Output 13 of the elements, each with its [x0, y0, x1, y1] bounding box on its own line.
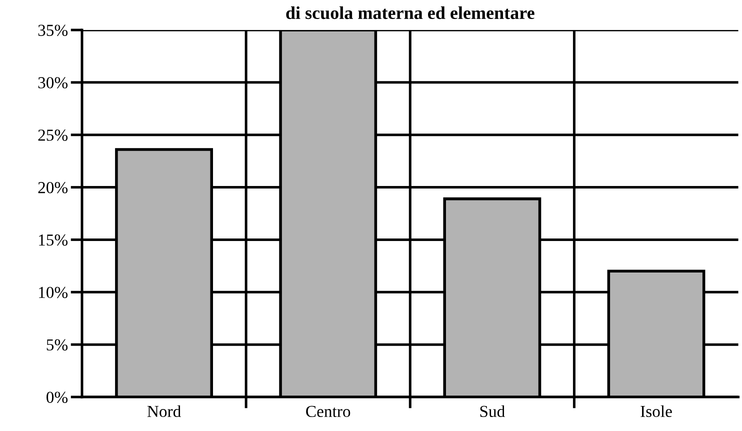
y-tick-label: 20%: [38, 182, 68, 194]
x-tick-label: Nord: [147, 405, 181, 418]
y-tick-label: 15%: [39, 234, 68, 246]
x-tick-label: Isole: [640, 405, 672, 418]
y-tick-label: 30%: [38, 77, 68, 88]
y-tick-label: 10%: [39, 286, 68, 298]
x-tick-label: Centro: [306, 406, 350, 418]
y-tick-label: 5%: [46, 339, 68, 351]
y-tick-label: 35%: [38, 24, 68, 36]
y-tick-label: 0%: [46, 392, 68, 403]
x-tick-label: Sud: [480, 405, 505, 418]
chart-title: di scuola materna ed elementare: [286, 6, 534, 20]
y-tick-label: 25%: [38, 130, 68, 141]
